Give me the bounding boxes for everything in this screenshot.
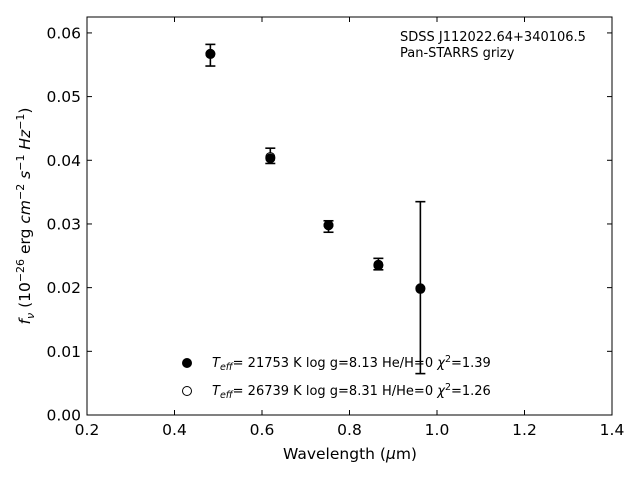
y-tick-label: 0.06: [46, 24, 81, 42]
model-point-filled: [415, 283, 426, 294]
x-tick-label: 1.0: [425, 421, 450, 439]
x-tick-label: 0.6: [250, 421, 275, 439]
y-tick-label: 0.00: [46, 407, 81, 425]
y-axis-label: fν (10−26 erg cm−2 s−1 Hz−1): [14, 108, 37, 325]
x-tick-label: 0.8: [337, 421, 362, 439]
y-axis-label-hz: Hz: [16, 129, 34, 155]
x-tick-label: 0.2: [75, 421, 100, 439]
x-tick-label: 0.4: [162, 421, 187, 439]
model-point-filled: [323, 220, 334, 231]
legend-entry-2-tsub: eff: [220, 390, 234, 401]
legend-entry-2-chi-sup: 2: [445, 382, 451, 393]
y-axis-label-s: s: [16, 171, 34, 184]
model-point-filled: [205, 48, 216, 59]
legend-entry-1-chi: χ: [436, 356, 446, 371]
y-axis-label-close: ): [16, 108, 34, 114]
legend: Teff= 21753 K log g=8.13 He/H=0 χ2=1.39 …: [182, 354, 491, 401]
y-axis-ticks: 0.00 0.01 0.02 0.03 0.04 0.05 0.06: [46, 24, 612, 425]
legend-entry-2-t: T: [212, 384, 221, 399]
y-axis-label-exp1: −26: [14, 259, 27, 282]
y-axis-label-exp3: −1: [14, 155, 27, 171]
x-axis-label: Wavelength (μm): [283, 445, 417, 463]
y-tick-label: 0.05: [46, 88, 81, 106]
x-axis-label-mu: μ: [385, 445, 396, 463]
legend-entry-1: Teff= 21753 K log g=8.13 He/H=0 χ2=1.39: [212, 354, 491, 373]
y-axis-label-f: f: [16, 316, 34, 324]
x-tick-label: 1.2: [512, 421, 537, 439]
legend-marker-filled: [182, 358, 192, 368]
y-axis-label-cm: cm: [16, 200, 34, 224]
legend-entry-1-chi-sup: 2: [445, 354, 451, 365]
legend-entry-1-tsub: eff: [220, 362, 234, 373]
model-point-filled: [265, 153, 276, 164]
y-tick-label: 0.02: [46, 279, 81, 297]
legend-entry-2-chi: χ: [436, 384, 446, 399]
y-tick-label: 0.01: [46, 343, 81, 361]
legend-entry-1-params: = 21753 K log g=8.13 He/H=0: [233, 356, 438, 371]
x-axis-label-text: Wavelength (: [283, 445, 386, 463]
y-tick-label: 0.04: [46, 152, 81, 170]
legend-marker-open: [182, 386, 192, 396]
y-axis-label-exp2: −2: [14, 184, 27, 200]
model-point-filled: [373, 260, 384, 271]
x-axis-label-unit: m): [396, 445, 417, 463]
legend-entry-2: Teff= 26739 K log g=8.31 H/He=0 χ2=1.26: [212, 382, 491, 401]
y-axis-label-open: (10: [16, 282, 34, 313]
data-markers: [205, 48, 426, 294]
legend-entry-1-chi-value: =1.39: [451, 356, 491, 371]
y-tick-label: 0.03: [46, 215, 81, 233]
y-axis-label-nu: ν: [24, 313, 37, 319]
x-tick-label: 1.4: [600, 421, 625, 439]
legend-entry-1-t: T: [212, 356, 221, 371]
y-axis-label-exp4: −1: [14, 114, 27, 130]
x-axis-ticks: 0.2 0.4 0.6 0.8 1.0 1.2 1.4: [75, 17, 625, 439]
y-axis-label-erg: erg: [16, 224, 34, 259]
legend-entry-2-chi-value: =1.26: [451, 384, 491, 399]
legend-entry-2-params: = 26739 K log g=8.31 H/He=0: [233, 384, 438, 399]
survey-annotation: Pan-STARRS grizy: [400, 46, 515, 61]
object-name-annotation: SDSS J112022.64+340106.5: [400, 30, 586, 45]
